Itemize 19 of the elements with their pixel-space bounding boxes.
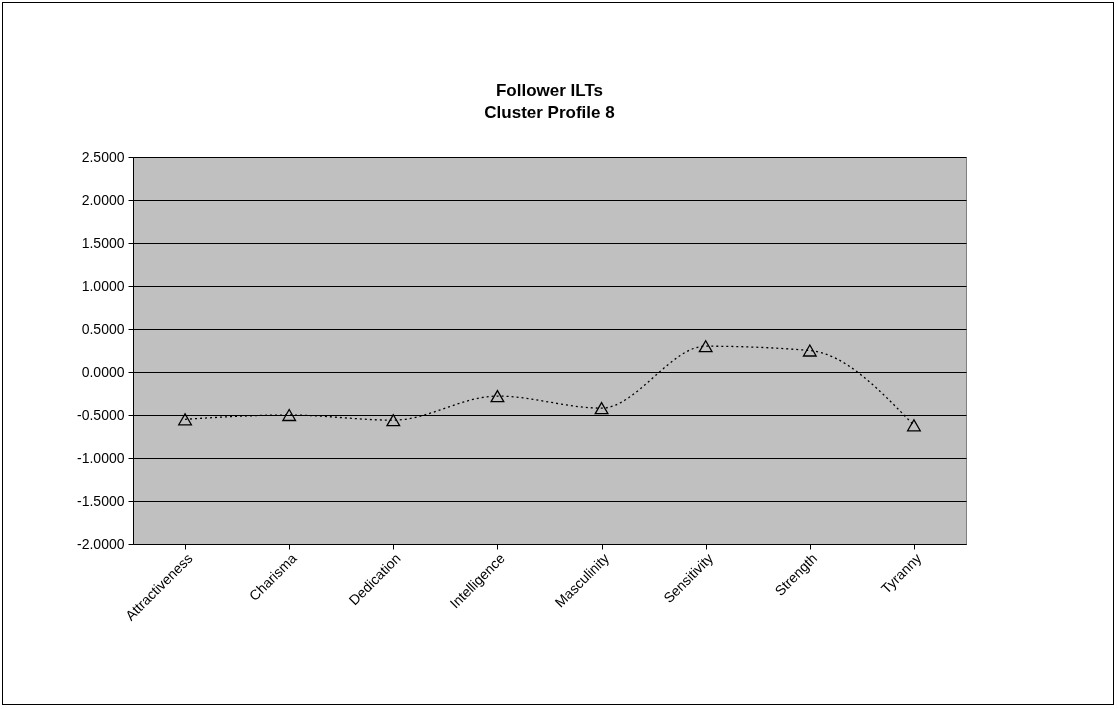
y-tick-label: 0.0000 <box>81 363 125 380</box>
chart-title: Follower ILTs Cluster Profile 8 <box>484 81 615 122</box>
y-tick-label: 1.5000 <box>81 234 125 251</box>
point <box>178 413 193 426</box>
y-tick-label: 2.0000 <box>81 191 125 208</box>
point <box>490 389 505 403</box>
y-tick-label: 2.5000 <box>81 148 125 165</box>
y-tick-label: 0.5000 <box>81 320 125 337</box>
point <box>594 401 609 415</box>
point <box>802 344 817 357</box>
point <box>282 408 297 422</box>
y-tick-label: -0.5000 <box>77 406 125 423</box>
point <box>386 414 401 427</box>
y-tick-label: -2.0000 <box>77 535 125 552</box>
y-tick-label: -1.5000 <box>77 492 125 509</box>
y-tick-label: 1.0000 <box>81 277 125 294</box>
y-tick-label: -1.0000 <box>77 449 125 466</box>
point <box>698 340 713 353</box>
point <box>906 419 921 432</box>
